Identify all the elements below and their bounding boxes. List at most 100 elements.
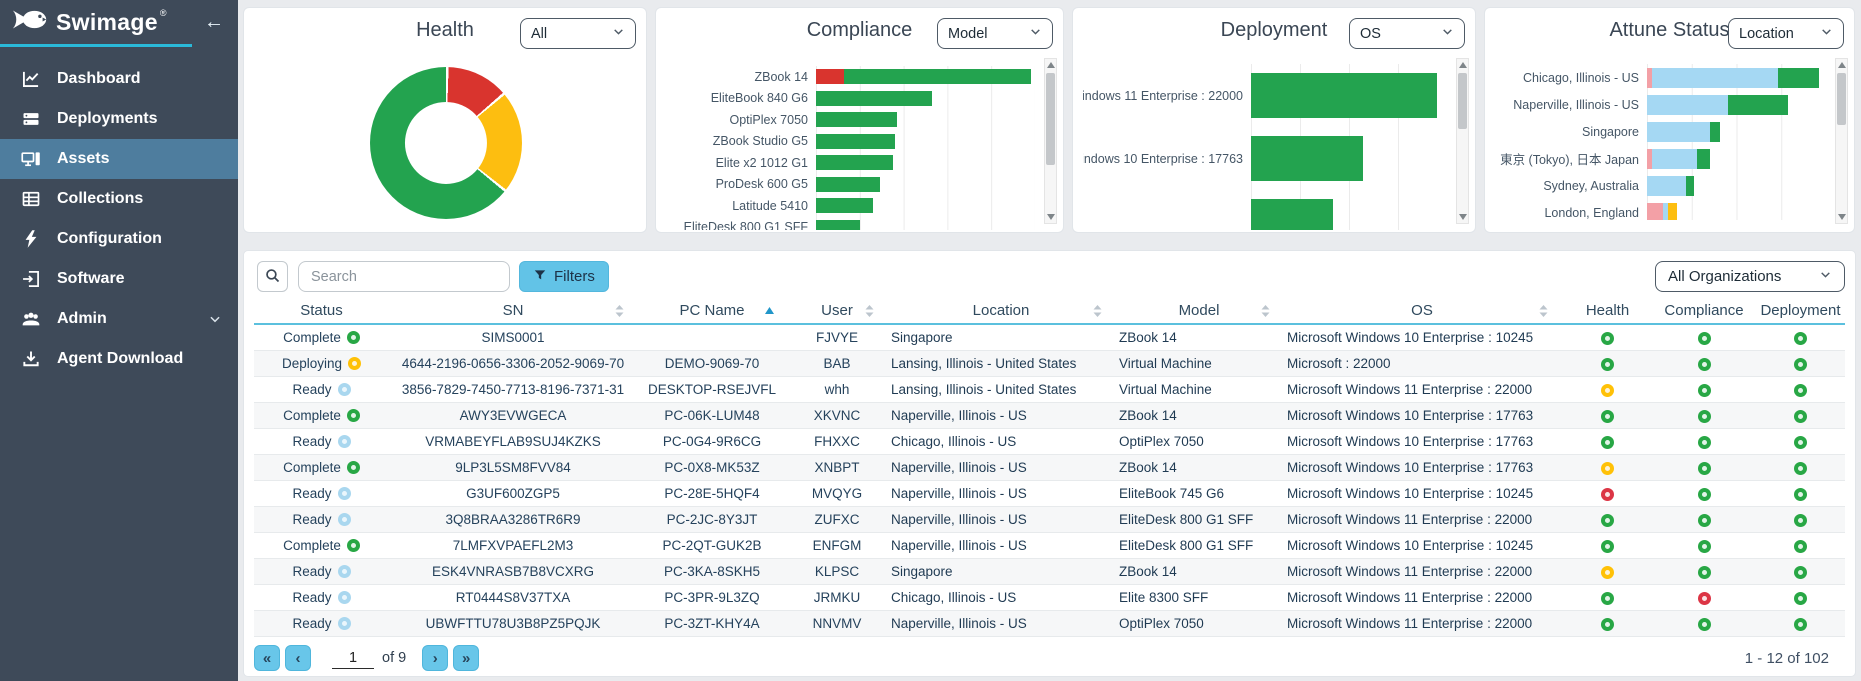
sidebar-item-deployments[interactable]: Deployments xyxy=(0,99,238,139)
chart-bar xyxy=(1251,73,1447,118)
sidebar-item-configuration[interactable]: Configuration xyxy=(0,219,238,259)
bar-segment xyxy=(1647,175,1687,196)
table-row[interactable]: Complete SIMS0001 FJVYE Singapore ZBook 14 Mi… xyxy=(254,325,1845,351)
scroll-up-icon[interactable] xyxy=(1457,62,1468,68)
cell-os: Microsoft Windows 10 Enterprise : 17763 xyxy=(1287,408,1534,423)
cell-user: XKVNC xyxy=(813,408,861,423)
bar-segment xyxy=(1251,136,1363,181)
scrollbar-thumb[interactable] xyxy=(1458,73,1467,129)
health-filter-select[interactable]: All xyxy=(520,18,636,49)
table-row[interactable]: Complete 7LMFXVPAEFL2M3 PC-2QT-GUK2B ENFGM N… xyxy=(254,533,1845,559)
cell-user: FJVYE xyxy=(815,330,858,345)
search-button[interactable] xyxy=(257,261,288,292)
table-row[interactable]: Ready G3UF600ZGP5 PC-28E-5HQF4 MVQYG Napervi… xyxy=(254,481,1845,507)
sort-icon[interactable] xyxy=(1538,304,1549,318)
sidebar-item-software[interactable]: Software xyxy=(0,259,238,299)
cell-compliance xyxy=(1654,330,1754,345)
compliance-filter-select[interactable]: Model xyxy=(937,18,1053,49)
bar-segment xyxy=(816,90,933,106)
deployment-green-icon xyxy=(1794,513,1807,527)
attune-status-chart: Chicago, Illinois - US Naperville, Illino… xyxy=(1495,64,1826,220)
filters-button[interactable]: Filters xyxy=(519,261,609,292)
cell-os: Microsoft Windows 11 Enterprise : 22000 xyxy=(1287,512,1533,527)
sidebar-item-agent-download[interactable]: Agent Download xyxy=(0,339,238,379)
sidebar-item-dashboard[interactable]: Dashboard xyxy=(0,59,238,99)
organization-select[interactable]: All Organizations xyxy=(1655,261,1845,292)
card-title: Health xyxy=(416,19,474,41)
sidebar-item-collections[interactable]: Collections xyxy=(0,179,238,219)
cell-model: Elite 8300 SFF xyxy=(1119,590,1209,605)
sidebar-item-label: Software xyxy=(57,270,125,287)
attune-status-filter-select[interactable]: Location xyxy=(1728,18,1844,49)
cell-health xyxy=(1561,486,1654,501)
bar-segment xyxy=(1777,67,1819,88)
column-header-model[interactable]: Model xyxy=(1115,302,1283,319)
first-page-button[interactable]: « xyxy=(254,645,280,671)
cell-compliance xyxy=(1654,538,1754,553)
column-header-user[interactable]: User xyxy=(787,302,887,319)
compliance-green-icon xyxy=(1697,461,1711,475)
cell-deployment xyxy=(1754,408,1847,423)
chart-row-elite-x2-1012-g1: Elite x2 1012 G1 xyxy=(666,152,1035,174)
sidebar-collapse-arrow-icon[interactable]: ← xyxy=(204,10,224,33)
cell-deployment xyxy=(1754,564,1847,579)
cell-deployment xyxy=(1754,538,1847,553)
health-green-icon xyxy=(1601,331,1614,345)
cell-sn: SIMS0001 xyxy=(481,330,545,345)
compliance-green-icon xyxy=(1697,513,1711,527)
search-input[interactable] xyxy=(298,261,510,292)
sidebar-item-admin[interactable]: Admin xyxy=(0,299,238,339)
sort-icon[interactable] xyxy=(1260,304,1271,318)
scroll-down-icon[interactable] xyxy=(1457,214,1468,220)
table-row[interactable]: Deploying 4644-2196-0656-3306-2052-9069-7… xyxy=(254,351,1845,377)
chart-category-label: London, England xyxy=(1544,205,1639,220)
chart-scrollbar[interactable] xyxy=(1835,58,1848,224)
chart-row-london-england: London, England xyxy=(1495,199,1826,220)
cell-os: Microsoft Windows 11 Enterprise : 22000 xyxy=(1287,616,1533,631)
previous-page-button[interactable]: ‹ xyxy=(285,645,311,671)
column-header-pc-name[interactable]: PC Name xyxy=(637,302,787,319)
table-row[interactable]: Ready 3856-7829-7450-7713-8196-7371-31 DES… xyxy=(254,377,1845,403)
chart-track xyxy=(1647,64,1826,91)
table-row[interactable]: Ready VRMABEYFLAB9SUJ4KZKS PC-0G4-9R6CG FHX… xyxy=(254,429,1845,455)
table-row[interactable]: Ready ESK4VNRASB7B8VCXRG PC-3KA-8SKH5 KLPSC… xyxy=(254,559,1845,585)
sort-icon[interactable] xyxy=(614,304,625,318)
next-page-button[interactable]: › xyxy=(422,645,449,671)
compliance-green-icon xyxy=(1697,357,1711,371)
last-page-button[interactable]: » xyxy=(453,645,480,671)
sidebar-item-assets[interactable]: Assets xyxy=(0,139,238,179)
chart-scrollbar[interactable] xyxy=(1044,58,1057,224)
scrollbar-thumb[interactable] xyxy=(1837,73,1846,125)
logo-row: Swimage ® ← xyxy=(0,0,238,44)
column-header-label: Compliance xyxy=(1664,302,1744,319)
sort-icon[interactable] xyxy=(864,304,875,318)
cell-health xyxy=(1561,616,1654,631)
cell-os: Microsoft Windows 10 Enterprise : 17763 xyxy=(1287,434,1534,449)
chart-category-label: Chicago, Illinois - US xyxy=(1522,70,1639,85)
table-row[interactable]: Ready RT0444S8V37TXA PC-3PR-9L3ZQ JRMKU Chic… xyxy=(254,585,1845,611)
scroll-up-icon[interactable] xyxy=(1836,62,1847,68)
chevron-down-icon xyxy=(1441,25,1454,42)
scroll-up-icon[interactable] xyxy=(1045,62,1056,68)
sort-icon[interactable] xyxy=(1092,304,1103,318)
table-row[interactable]: Complete AWY3EVWGECA PC-06K-LUM48 XKVNC Nape… xyxy=(254,403,1845,429)
scroll-down-icon[interactable] xyxy=(1836,214,1847,220)
filters-label: Filters xyxy=(554,268,595,285)
scroll-down-icon[interactable] xyxy=(1045,214,1056,220)
column-header-label: Model xyxy=(1178,302,1220,319)
column-header-sn[interactable]: SN xyxy=(389,302,637,319)
table-row[interactable]: Ready 3Q8BRAA3286TR6R9 PC-2JC-8Y3JT ZUFXC Na… xyxy=(254,507,1845,533)
scrollbar-thumb[interactable] xyxy=(1046,73,1055,165)
cell-deployment xyxy=(1754,512,1847,527)
chevron-down-icon xyxy=(208,312,222,326)
table-row[interactable]: Complete 9LP3L5SM8FVV84 PC-0X8-MK53Z XNBPT N… xyxy=(254,455,1845,481)
column-header-os[interactable]: OS xyxy=(1283,302,1561,319)
column-header-location[interactable]: Location xyxy=(887,302,1115,319)
deployment-filter-select[interactable]: OS xyxy=(1349,18,1465,49)
sort-ascending-icon[interactable] xyxy=(764,306,775,316)
cell-user: JRMKU xyxy=(813,590,861,605)
chart-scrollbar[interactable] xyxy=(1456,58,1469,224)
table-row[interactable]: Ready UBWFTTU78U3B8PZ5PQJK PC-3ZT-KHY4A NNV… xyxy=(254,611,1845,637)
health-red-icon xyxy=(1601,487,1614,501)
page-input[interactable] xyxy=(332,647,374,669)
